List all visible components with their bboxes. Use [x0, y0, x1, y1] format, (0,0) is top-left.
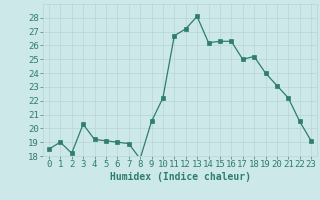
X-axis label: Humidex (Indice chaleur): Humidex (Indice chaleur) [109, 172, 251, 182]
